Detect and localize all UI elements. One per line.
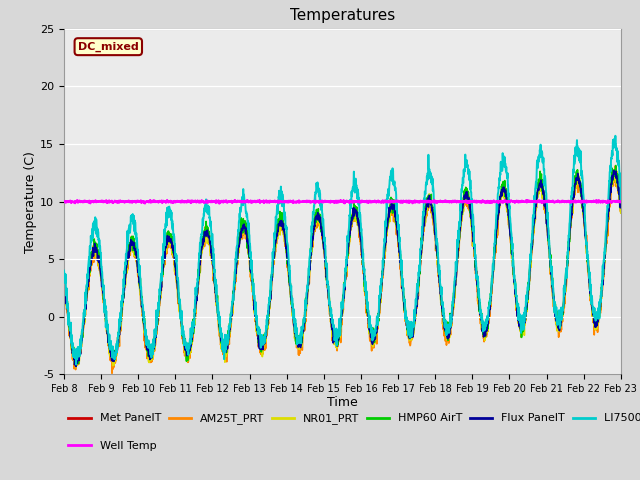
Met PanelT	[617, 208, 625, 214]
LI7500 T	[72, 361, 80, 367]
NR01_PRT	[216, 327, 223, 333]
Line: NR01_PRT: NR01_PRT	[64, 171, 621, 367]
Flux PanelT	[72, 364, 80, 370]
Line: AM25T_PRT: AM25T_PRT	[64, 166, 621, 373]
X-axis label: Time: Time	[327, 396, 358, 408]
LI7500 T	[60, 268, 68, 274]
HMP60 AirT	[612, 163, 620, 168]
Flux PanelT	[371, 336, 379, 342]
HMP60 AirT	[216, 322, 223, 328]
AM25T_PRT	[611, 163, 619, 169]
Flux PanelT	[504, 213, 512, 218]
LI7500 T	[371, 329, 379, 335]
Flux PanelT	[60, 276, 68, 282]
HMP60 AirT	[60, 279, 68, 285]
HMP60 AirT	[504, 210, 512, 216]
NR01_PRT	[72, 364, 80, 370]
NR01_PRT	[584, 259, 591, 265]
HMP60 AirT	[371, 331, 379, 336]
Met PanelT	[584, 254, 591, 260]
LI7500 T	[584, 248, 591, 253]
AM25T_PRT	[216, 334, 223, 339]
NR01_PRT	[371, 334, 379, 339]
Met PanelT	[611, 167, 619, 173]
Line: Well Temp: Well Temp	[64, 200, 621, 204]
Text: DC_mixed: DC_mixed	[78, 42, 139, 52]
Flux PanelT	[617, 205, 625, 211]
Met PanelT	[72, 360, 79, 366]
Well Temp	[584, 199, 591, 204]
AM25T_PRT	[568, 210, 575, 216]
HMP60 AirT	[584, 254, 591, 260]
HMP60 AirT	[359, 260, 367, 266]
LI7500 T	[617, 198, 625, 204]
Met PanelT	[568, 208, 575, 214]
HMP60 AirT	[617, 196, 625, 202]
Well Temp	[216, 201, 223, 206]
Line: Met PanelT: Met PanelT	[64, 170, 621, 363]
NR01_PRT	[617, 210, 625, 216]
LI7500 T	[216, 317, 223, 323]
NR01_PRT	[610, 168, 618, 174]
NR01_PRT	[359, 260, 367, 266]
Title: Temperatures: Temperatures	[290, 9, 395, 24]
Flux PanelT	[359, 260, 367, 265]
Well Temp	[617, 199, 625, 205]
HMP60 AirT	[75, 360, 83, 366]
AM25T_PRT	[60, 279, 68, 285]
Met PanelT	[359, 260, 367, 266]
Well Temp	[371, 199, 379, 205]
AM25T_PRT	[584, 255, 591, 261]
Met PanelT	[371, 336, 379, 342]
Met PanelT	[60, 278, 68, 284]
Met PanelT	[504, 209, 512, 215]
Well Temp	[568, 198, 576, 204]
AM25T_PRT	[504, 220, 512, 226]
Well Temp	[255, 197, 263, 203]
Flux PanelT	[610, 168, 618, 173]
Well Temp	[60, 198, 68, 204]
AM25T_PRT	[108, 371, 116, 376]
HMP60 AirT	[568, 200, 575, 206]
Line: HMP60 AirT: HMP60 AirT	[64, 166, 621, 363]
LI7500 T	[504, 193, 512, 199]
AM25T_PRT	[617, 201, 625, 206]
AM25T_PRT	[359, 260, 367, 266]
AM25T_PRT	[371, 336, 379, 342]
Flux PanelT	[568, 212, 575, 218]
Y-axis label: Temperature (C): Temperature (C)	[24, 151, 37, 252]
Flux PanelT	[216, 326, 223, 332]
NR01_PRT	[60, 275, 68, 280]
Met PanelT	[216, 324, 223, 330]
NR01_PRT	[568, 209, 575, 215]
Line: Flux PanelT: Flux PanelT	[64, 170, 621, 367]
LI7500 T	[359, 248, 367, 253]
Well Temp	[216, 200, 223, 205]
Flux PanelT	[584, 252, 591, 257]
Well Temp	[359, 199, 367, 204]
Line: LI7500 T: LI7500 T	[64, 136, 621, 364]
NR01_PRT	[504, 217, 512, 223]
LI7500 T	[612, 133, 620, 139]
Legend: Well Temp: Well Temp	[64, 437, 161, 456]
Well Temp	[505, 199, 513, 204]
LI7500 T	[568, 189, 575, 194]
